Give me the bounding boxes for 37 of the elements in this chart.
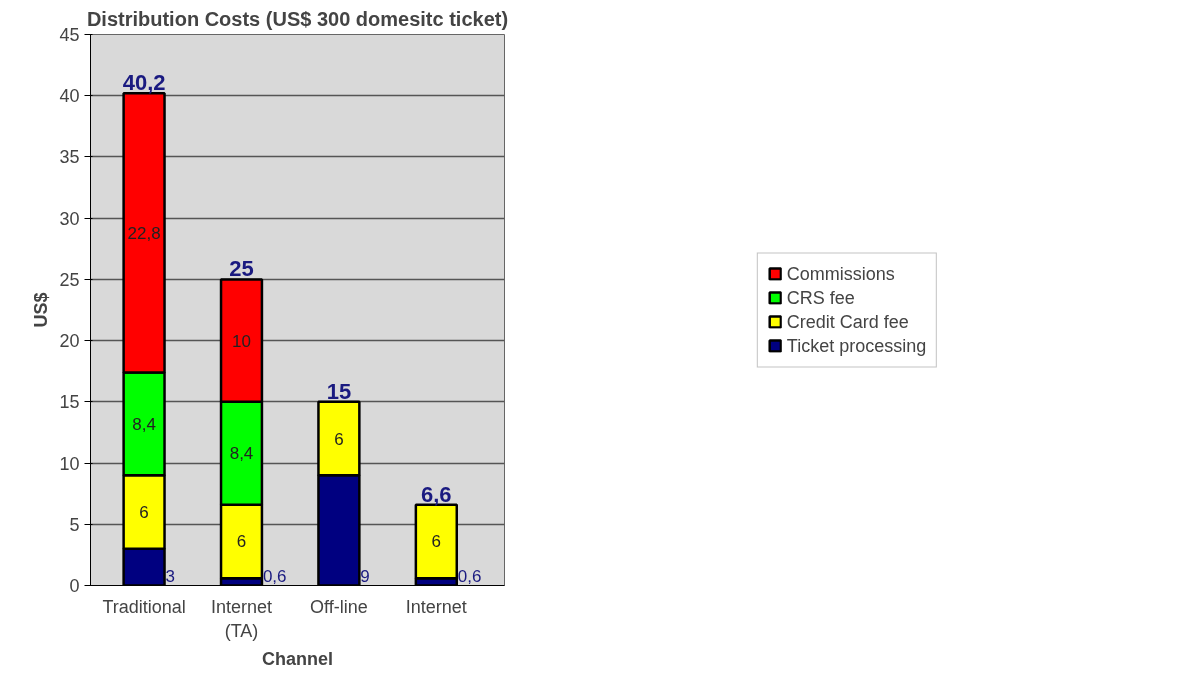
x-tick-label: Traditional [102, 596, 186, 617]
y-tick-label: 30 [59, 208, 80, 229]
x-tick-label: Internet [405, 596, 467, 617]
x-tick-label: Internet (TA) [210, 596, 273, 641]
data-label: 10 [232, 331, 251, 351]
data-label: 22,8 [127, 223, 161, 243]
chart-title: Distribution Costs (US$ 300 domesitc ticket) [86, 7, 509, 30]
data-label: 3 [165, 566, 175, 586]
data-label: 6 [334, 429, 344, 449]
data-label: 6 [236, 532, 247, 552]
data-label: 8,4 [132, 414, 156, 434]
data-label: 6 [139, 503, 149, 523]
data-label: 0,6 [457, 566, 482, 586]
total-label: 6,6 [421, 481, 452, 507]
y-tick-label: 35 [59, 147, 80, 168]
y-tick-label: 0 [69, 576, 80, 596]
legend-label: Credit Card fee [786, 311, 909, 332]
x-axis-title: Channel [262, 648, 334, 669]
x-tick-label: Off-line [310, 596, 368, 617]
legend-label: CRS fee [786, 287, 855, 308]
y-tick-label: 45 [59, 25, 80, 45]
data-label: 9 [360, 566, 370, 586]
y-tick-label: 25 [59, 269, 80, 290]
data-label: 6 [431, 532, 442, 552]
y-tick-label: 20 [59, 331, 80, 352]
y-tick-label: 5 [69, 514, 80, 535]
total-label: 15 [326, 378, 352, 404]
legend-label: Ticket processing [786, 335, 927, 356]
total-label: 40,2 [122, 70, 166, 96]
data-label: 8,4 [229, 444, 254, 464]
data-label: 0,6 [262, 566, 287, 586]
y-tick-label: 40 [59, 86, 80, 107]
y-tick-label: 10 [59, 453, 80, 474]
total-label: 25 [229, 256, 254, 282]
y-tick-label: 15 [59, 392, 80, 413]
legend-label: Commissions [786, 263, 895, 284]
y-axis-title: US$ [31, 292, 52, 328]
